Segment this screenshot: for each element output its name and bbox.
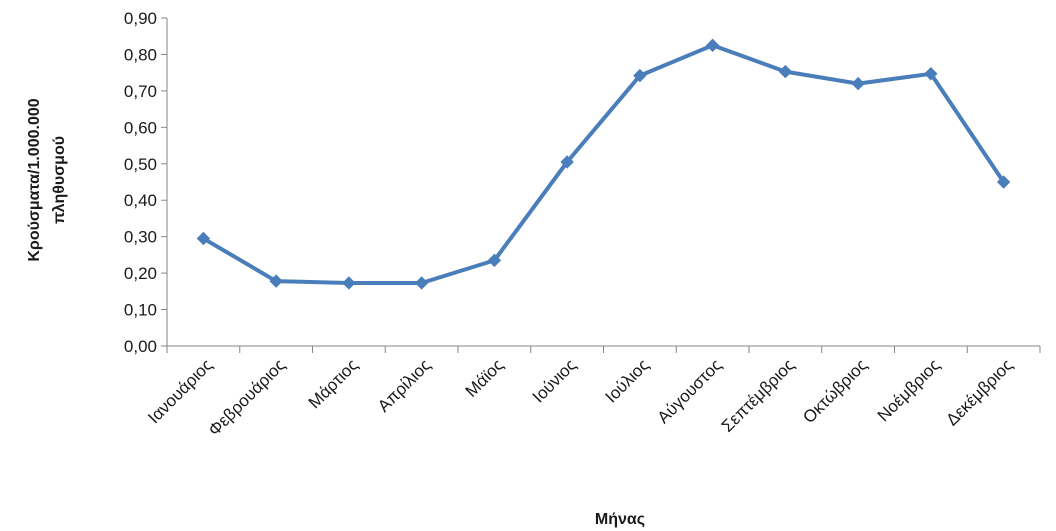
y-axis-title-line1: Κρούσματα/1.000.000	[26, 98, 43, 261]
x-tick-label: Αύγουστος	[654, 355, 726, 427]
data-point-marker	[633, 68, 647, 83]
data-point-marker	[924, 67, 938, 81]
y-tick-label: 0,90	[124, 9, 157, 28]
y-tick-label: 0,10	[124, 301, 157, 320]
x-tick-label: Μάρτιος	[305, 355, 362, 412]
data-point-marker	[778, 64, 793, 79]
data-point-marker	[996, 175, 1011, 189]
x-tick-label: Ιούνιος	[529, 355, 580, 406]
x-tick-label: Οκτώβριος	[799, 355, 871, 427]
y-axis-title-line2: πληθυσμού	[51, 136, 68, 224]
y-tick-label: 0,50	[124, 155, 157, 174]
x-tick-label: Σεπτέμβριος	[718, 355, 798, 435]
y-tick-label: 0,00	[124, 337, 157, 356]
data-point-marker	[196, 231, 211, 246]
y-axis: 0,00 0,10 0,20 0,30 0,40 0,50 0,60 0,70 0,80 0,90	[124, 9, 168, 356]
x-tick-label: Δεκέμβριος	[942, 355, 1016, 429]
y-tick-label: 0,20	[124, 264, 157, 283]
x-tick-label: Μάϊος	[462, 355, 508, 401]
y-tick-label: 0,30	[124, 228, 157, 247]
x-tick-label: Ιούλιος	[602, 355, 653, 406]
x-tick-label: Ιανουάριος	[144, 355, 216, 427]
x-tick-label: Φεβρουάριος	[205, 355, 289, 439]
x-tick-label: Απρίλιος	[374, 355, 434, 415]
y-tick-label: 0,60	[124, 118, 157, 137]
data-point-marker	[560, 155, 574, 169]
data-point-marker	[851, 76, 865, 91]
series-line	[201, 43, 1006, 285]
data-point-marker	[414, 276, 429, 290]
y-tick-label: 0,40	[124, 191, 157, 210]
data-point-marker	[705, 38, 720, 53]
data-point-marker	[342, 276, 356, 290]
y-tick-label: 0,70	[124, 82, 157, 101]
data-point-marker	[487, 253, 502, 268]
x-axis-title: Μήνας	[595, 511, 645, 528]
series-area	[196, 38, 1011, 290]
y-tick-label: 0,80	[124, 45, 157, 64]
x-tick-label: Νοέμβριος	[874, 355, 944, 425]
data-point-marker	[269, 274, 283, 288]
